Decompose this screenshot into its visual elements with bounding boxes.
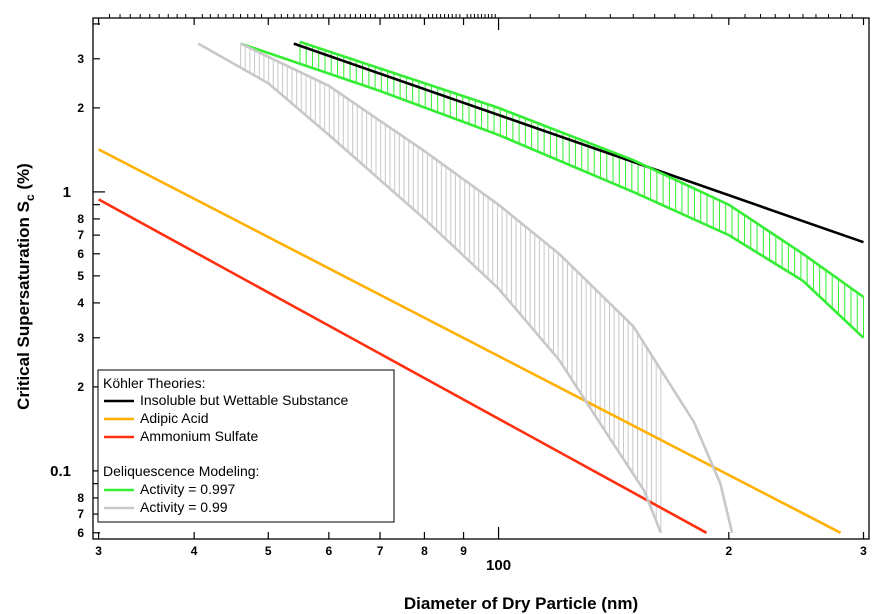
y-tick-label: 4: [77, 296, 84, 310]
x-tick-label: 3: [860, 544, 867, 558]
x-tick-label: 7: [377, 544, 384, 558]
plot-frame: [92, 17, 870, 540]
x-tick-label: 9: [460, 544, 467, 558]
series-line-activity-0-99-lower: [197, 42, 663, 534]
legend-header-kohler: Köhler Theories:: [103, 375, 205, 391]
series-line-activity-0-997-upper: [299, 40, 865, 299]
x-tick-label: 3: [95, 544, 102, 558]
axis-tick-labels: 3 4 5 6 7 8 9 2 3 100 3 2 8 7 6 5 4 3 2 8 7 6 1 0.1: [50, 52, 867, 574]
series-line-activity-0-997-lower: [240, 42, 865, 339]
legend-label-activity-0-99: Activity = 0.99: [140, 499, 228, 515]
series-line-activity-0-99-upper: [240, 42, 734, 534]
series-lines: [97, 40, 865, 534]
y-tick-label: 2: [77, 380, 84, 394]
y-axis-title-unit: (%): [14, 163, 33, 194]
x-axis-title: Diameter of Dry Particle (nm): [404, 594, 638, 613]
legend-label-activity-0-997: Activity = 0.997: [140, 481, 236, 497]
legend-box: [97, 369, 395, 523]
x-tick-label: 8: [421, 544, 428, 558]
x-tick-label: 4: [191, 544, 198, 558]
axis-ticks: [93, 14, 865, 539]
x-tick-label: 6: [326, 544, 333, 558]
series-line-ammonium-sulfate: [97, 198, 708, 534]
legend-header-deliquescence: Deliquescence Modeling:: [103, 463, 259, 479]
y-axis-title-subscript: c: [23, 194, 37, 201]
y-tick-label: 7: [77, 507, 84, 521]
legend: Köhler Theories: Deliquescence Modeling:…: [97, 369, 395, 523]
y-axis-title: Critical Supersaturation Sc (%): [14, 163, 37, 410]
legend-label-insoluble-but-wettable-substance: Insoluble but Wettable Substance: [140, 392, 349, 408]
y-tick-label: 6: [77, 526, 84, 540]
y-tick-label-major: 1: [63, 184, 71, 201]
series-line-adipic-acid: [98, 148, 842, 534]
legend-label-ammonium-sulfate: Ammonium Sulfate: [140, 428, 258, 444]
y-tick-label: 7: [77, 228, 84, 242]
y-tick-label: 6: [77, 247, 84, 261]
y-tick-label: 8: [77, 212, 84, 226]
y-axis-title-main: Critical Supersaturation S: [14, 201, 33, 410]
y-tick-label: 3: [77, 52, 84, 66]
x-tick-label-major: 100: [486, 557, 511, 574]
y-tick-label: 3: [77, 331, 84, 345]
series-bands: [240, 41, 865, 533]
y-tick-label: 8: [77, 491, 84, 505]
y-tick-label-major: 0.1: [50, 463, 71, 480]
x-tick-label: 5: [265, 544, 272, 558]
y-tick-label: 2: [77, 101, 84, 115]
y-tick-label: 5: [77, 269, 84, 283]
series-line-insoluble-but-wettable-substance: [293, 42, 864, 244]
x-tick-label: 2: [725, 544, 732, 558]
legend-label-adipic-acid: Adipic Acid: [140, 410, 208, 426]
